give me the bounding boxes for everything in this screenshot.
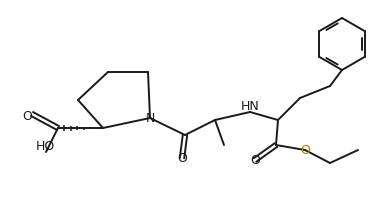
Text: O: O [177, 152, 187, 164]
Text: HN: HN [241, 101, 259, 113]
Text: HO: HO [35, 141, 55, 154]
Text: N: N [145, 111, 155, 124]
Text: O: O [22, 110, 32, 122]
Text: O: O [250, 154, 260, 166]
Text: O: O [300, 143, 310, 157]
